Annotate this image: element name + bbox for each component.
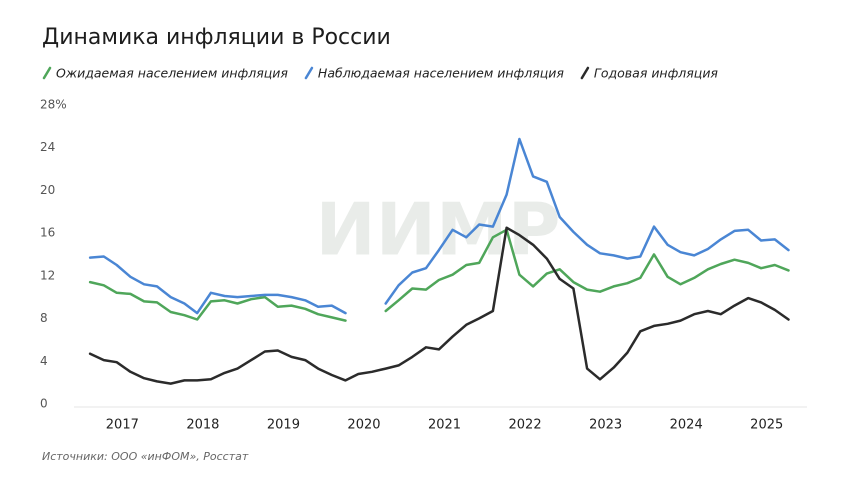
x-tick-label: 2022 bbox=[509, 418, 542, 433]
y-tick-label: 4 bbox=[40, 354, 48, 368]
chart-title: Динамика инфляции в России bbox=[42, 25, 391, 50]
legend-label: Ожидаемая населением инфляция bbox=[56, 66, 288, 81]
legend-marker bbox=[304, 66, 314, 80]
legend-marker bbox=[42, 66, 52, 80]
legend-label: Годовая инфляция bbox=[594, 66, 719, 81]
x-tick-label: 2025 bbox=[750, 418, 783, 433]
x-tick-label: 2018 bbox=[186, 418, 219, 433]
y-tick-label: 20 bbox=[40, 183, 55, 197]
x-tick-label: 2019 bbox=[267, 418, 300, 433]
series-line bbox=[88, 226, 790, 385]
y-tick-label: 12 bbox=[40, 268, 55, 282]
y-tick-label: 16 bbox=[40, 226, 55, 240]
x-tick-label: 2021 bbox=[428, 418, 461, 433]
x-tick-label: 2017 bbox=[106, 418, 139, 433]
legend-marker bbox=[580, 66, 590, 80]
legend-label: Наблюдаемая населением инфляция bbox=[318, 66, 564, 81]
x-tick-label: 2023 bbox=[589, 418, 622, 433]
x-tick-label: 2024 bbox=[670, 418, 703, 433]
watermark: ИИМР bbox=[316, 188, 561, 272]
y-tick-label: 28% bbox=[40, 98, 67, 112]
y-tick-label: 24 bbox=[40, 140, 55, 154]
x-tick-label: 2020 bbox=[347, 418, 380, 433]
series-line bbox=[88, 228, 790, 322]
y-tick-label: 8 bbox=[40, 311, 48, 325]
y-tick-label: 0 bbox=[40, 397, 48, 411]
series-line bbox=[88, 137, 790, 315]
source-note: Источники: ООО «инФОМ», Росстат bbox=[42, 450, 249, 463]
